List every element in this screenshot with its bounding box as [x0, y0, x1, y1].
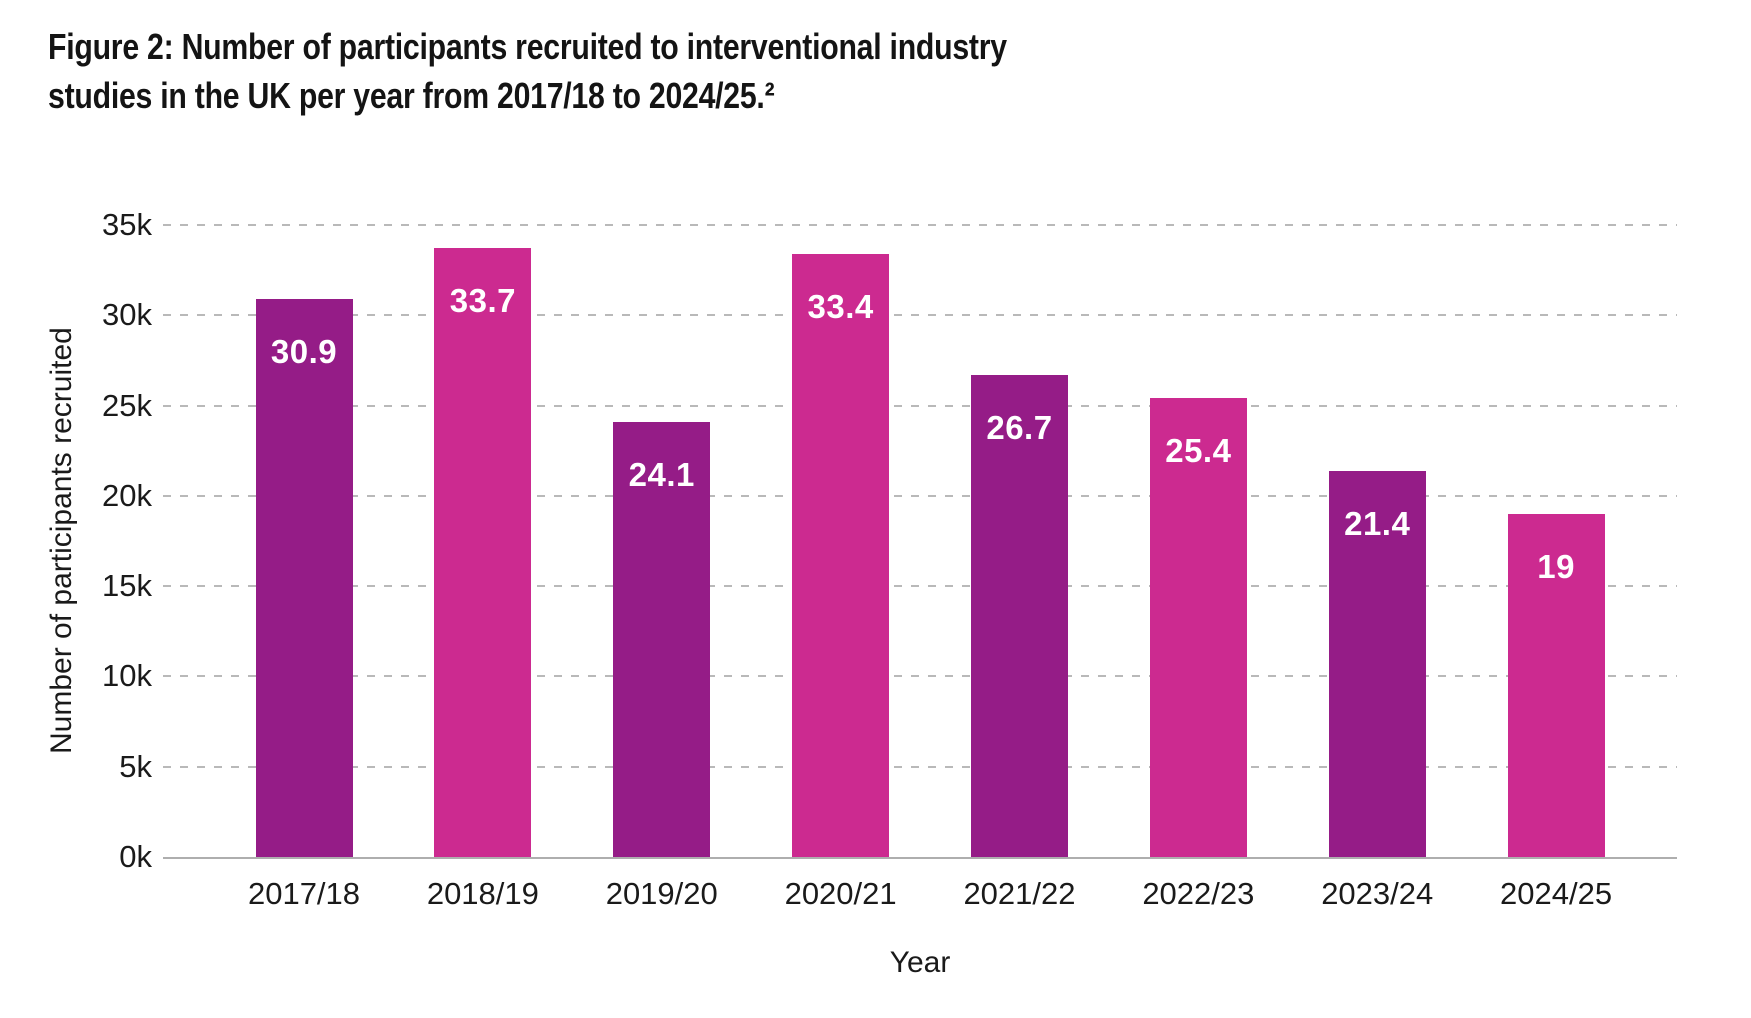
gridline-10k — [163, 675, 1677, 678]
bar-2021/22: 26.7 — [970, 374, 1068, 857]
bar-2017/18: 30.9 — [255, 299, 353, 857]
bar-value-label-2024/25: 19 — [1537, 547, 1575, 585]
x-tick-label-2017/18: 2017/18 — [247, 876, 361, 911]
gridline-25k — [163, 404, 1677, 407]
x-tick-label-2024/25: 2024/25 — [1500, 876, 1613, 911]
figure-title-line-1: Figure 2: Number of participants recruit… — [48, 26, 1007, 67]
bar-2023/24: 21.4 — [1328, 470, 1426, 857]
x-tick-label-2022/23: 2022/23 — [1142, 876, 1255, 911]
y-tick-label-5k: 5k — [119, 748, 152, 784]
x-axis-tick-labels: 2017/18 2018/19 2019/20 2020/21 2021/22 2022/… — [163, 876, 1677, 916]
figure-title-line-2: studies in the UK per year from 2017/18 … — [48, 75, 775, 116]
y-tick-label-35k: 35k — [102, 207, 152, 242]
bar-value-label-2017/18: 30.9 — [270, 333, 338, 371]
bar-2019/20: 24.1 — [613, 421, 711, 857]
gridline-15k — [163, 585, 1677, 588]
y-tick-label-25k: 25k — [102, 387, 152, 423]
x-axis-title: Year — [889, 946, 951, 979]
x-tick-label-2019/20: 2019/20 — [605, 876, 718, 911]
bar-2022/23: 25.4 — [1149, 398, 1247, 857]
y-tick-label-20k: 20k — [102, 477, 152, 513]
bar-value-label-2021/22: 26.7 — [986, 408, 1053, 446]
plot-area: 30.9 33.7 24.1 33.4 26.7 25.4 21.4 19 — [163, 224, 1677, 859]
x-tick-label-2020/21: 2020/21 — [784, 876, 897, 911]
x-tick-label-2021/22: 2021/22 — [963, 876, 1076, 911]
x-tick-label-2018/19: 2018/19 — [426, 876, 539, 911]
bar-2020/21: 33.4 — [792, 253, 890, 857]
y-tick-label-0k: 0k — [119, 839, 152, 874]
bar-2024/25: 19 — [1507, 513, 1605, 857]
bar-value-label-2018/19: 33.7 — [449, 282, 516, 320]
y-tick-label-10k: 10k — [102, 658, 152, 694]
x-axis-line — [163, 857, 1677, 859]
y-axis-tick-labels: 0k 5k 10k 15k 20k 25k 30k 35k — [0, 207, 152, 874]
bar-value-label-2019/20: 24.1 — [628, 455, 695, 493]
gridline-5k — [163, 765, 1677, 768]
gridline-35k — [163, 224, 1677, 226]
bar-value-label-2023/24: 21.4 — [1344, 504, 1411, 542]
x-tick-label-2023/24: 2023/24 — [1321, 876, 1434, 911]
gridline-30k — [163, 314, 1677, 317]
y-tick-label-30k: 30k — [102, 297, 152, 333]
y-tick-label-15k: 15k — [102, 568, 152, 604]
gridline-20k — [163, 494, 1677, 497]
bar-2018/19: 33.7 — [434, 248, 532, 857]
bar-value-label-2020/21: 33.4 — [807, 287, 874, 325]
bar-value-label-2022/23: 25.4 — [1165, 432, 1232, 470]
figure-title: Figure 2: Number of participants recruit… — [48, 22, 1007, 120]
